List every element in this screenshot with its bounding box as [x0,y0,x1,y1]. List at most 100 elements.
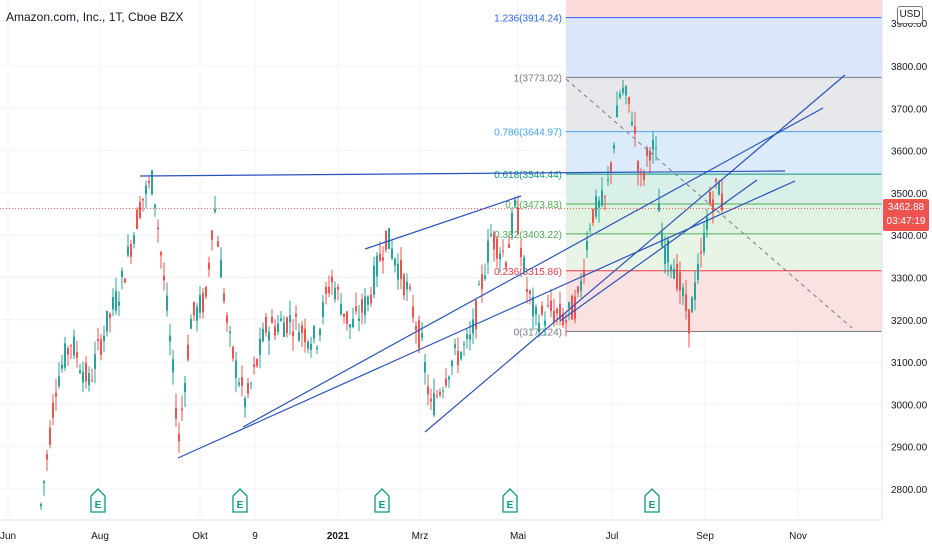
fib-zone [566,233,882,271]
trend-line[interactable] [424,74,846,433]
candle-body [610,162,612,172]
candle-body [598,200,600,209]
candle-body [475,300,477,330]
candle-body [622,87,624,93]
candle-body [94,354,96,369]
candle-body [100,339,102,356]
candle-body [115,291,117,311]
candle-body [196,306,198,321]
candle-body [322,301,324,317]
candle-body [427,386,429,395]
candle-body [70,345,72,347]
candle-body [589,228,591,230]
earnings-icon[interactable] [374,488,390,513]
fib-level-label: 0.618(3544.44) [494,170,562,181]
earnings-icon[interactable] [502,488,518,513]
trend-line[interactable] [364,195,522,250]
price-axis-label: 3200.00 [891,316,928,327]
candle-body [502,250,504,252]
candle-body [583,269,585,277]
candle-body [280,318,282,321]
candle-body [514,199,516,207]
trend-line[interactable] [242,107,824,428]
earnings-icon[interactable] [90,488,106,513]
candle-body [112,296,114,310]
earnings-icon[interactable] [232,488,248,513]
candle-body [259,338,261,355]
candle-body [619,93,621,98]
candle-body [466,334,468,339]
candle-body [541,305,543,315]
candle-body [133,235,135,244]
candle-body [400,259,402,280]
fib-level-label: 0.5(3473.83) [505,200,562,211]
price-axis-label: 3400.00 [891,231,928,242]
trend-line[interactable] [139,170,786,177]
candle-body [679,272,681,291]
candle-body [181,408,183,411]
candle-body [706,216,708,230]
candle-body [664,247,666,264]
candle-body [340,304,342,315]
earnings-icon[interactable] [644,488,660,513]
candle-body [157,227,159,230]
candle-body [286,317,288,334]
price-axis-label: 3000.00 [891,400,928,411]
currency-button[interactable]: USD [897,6,923,24]
candle-body [154,204,156,208]
candle-body [595,196,597,217]
candle-body [718,181,720,195]
candle-body [382,257,384,261]
candle-body [241,377,243,386]
candle-body [592,208,594,223]
candle-body [274,326,276,336]
candle-body [637,161,639,172]
candle-body [391,248,393,259]
candle-body [712,199,714,212]
candle-body [694,282,696,300]
trend-line[interactable] [177,180,796,459]
candle-body [646,147,648,156]
price-axis-label: 3800.00 [891,62,928,73]
candle-body [469,334,471,340]
candle-body [451,360,453,367]
candle-body [715,178,717,182]
candle-body [190,318,192,329]
candle-body [73,336,75,356]
candle-body [607,179,609,181]
fib-level-label: 0.382(3403.22) [494,230,562,241]
candle-body [412,306,414,318]
candle-body [319,329,321,336]
candle-body [109,313,111,318]
candle-body [256,359,258,366]
candle-body [193,301,195,316]
candle-body [223,293,225,301]
candle-body [103,335,105,342]
candle-body [328,286,330,294]
earnings-icon-label: E [507,500,514,511]
candle-body [43,481,45,484]
candle-body [145,185,147,194]
candle-body [652,139,654,150]
time-axis-label: Aug [91,531,109,542]
candle-body [643,172,645,180]
candle-body [160,252,162,256]
earnings-icon-label: E [95,500,102,511]
trend-line[interactable] [559,179,758,322]
candle-body [364,296,366,315]
fib-zone [566,270,882,332]
candle-body [247,383,249,394]
candle-body [568,302,570,308]
candle-body [214,209,216,212]
candle-body [199,295,201,313]
candle-body [601,190,603,206]
candle-body [355,306,357,312]
candle-body [307,341,309,349]
candle-body [562,314,564,326]
candle-body [415,325,417,331]
candle-body [406,281,408,290]
candle-body [418,320,420,349]
candle-body [631,121,633,126]
